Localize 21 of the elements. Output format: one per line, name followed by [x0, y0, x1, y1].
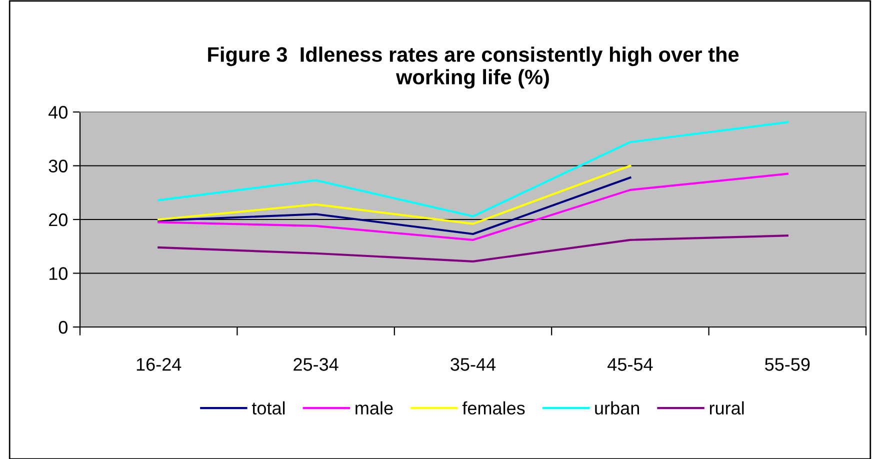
line-series: [158, 176, 632, 236]
y-tick-label: 30: [48, 160, 68, 172]
chart-title: Figure 3 Idleness rates are consistently high over the working life (%): [208, 46, 739, 89]
x-tick-label: 35-44: [450, 358, 496, 371]
legend-label: females: [462, 401, 525, 415]
x-tick-label: 55-59: [765, 358, 810, 371]
line-series: [158, 172, 788, 241]
legend-label: urban: [595, 401, 639, 415]
y-tick-label: 10: [49, 267, 68, 280]
y-tick-label: 0: [58, 320, 68, 334]
legend-label: male: [356, 401, 393, 415]
legend-label: rural: [710, 401, 744, 415]
line-series: [158, 121, 788, 218]
y-tick-label: 40: [48, 106, 68, 119]
y-tick-label: 20: [49, 213, 68, 226]
legend-label: total: [252, 401, 285, 415]
line-series: [158, 164, 632, 225]
line-series: [158, 234, 788, 262]
x-tick-label: 16-24: [136, 358, 182, 371]
x-tick-label: 25-34: [294, 358, 338, 371]
x-tick-label: 45-54: [608, 358, 653, 371]
